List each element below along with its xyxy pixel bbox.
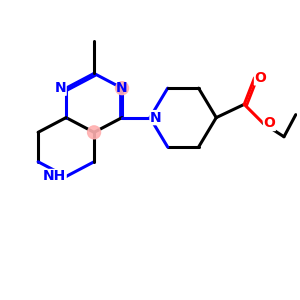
Text: N: N	[55, 81, 66, 95]
Text: O: O	[254, 71, 266, 85]
Text: N: N	[150, 111, 162, 124]
Circle shape	[116, 82, 128, 94]
Text: NH: NH	[43, 169, 66, 184]
Text: O: O	[263, 116, 275, 130]
Text: N: N	[116, 81, 128, 95]
Circle shape	[88, 126, 100, 139]
